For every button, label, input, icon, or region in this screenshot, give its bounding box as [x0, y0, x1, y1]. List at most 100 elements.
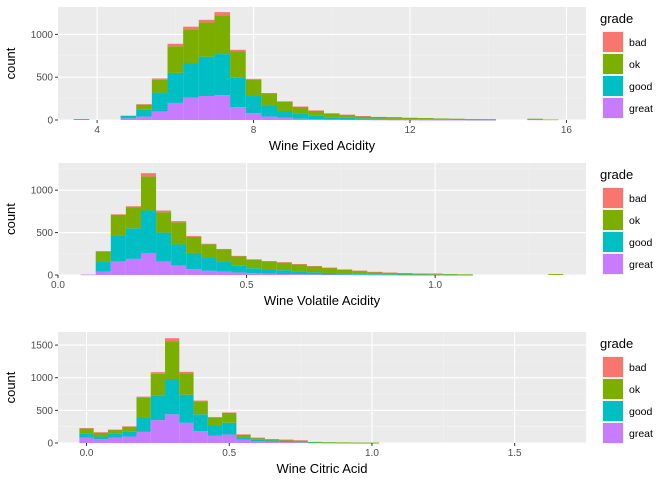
- bar-ok: [171, 222, 187, 245]
- bar-great: [95, 271, 111, 275]
- y-tick-label: 0: [47, 271, 53, 282]
- bar-good: [201, 258, 217, 271]
- bar-bad: [264, 439, 280, 440]
- bar-bad: [230, 49, 246, 52]
- bar-good: [246, 268, 262, 274]
- legend-label-ok: ok: [629, 384, 641, 396]
- bar-ok: [231, 256, 247, 266]
- legend-swatch-great: [603, 98, 623, 118]
- legend-swatch-ok: [603, 54, 623, 74]
- x-tick-label: 16: [561, 125, 573, 136]
- bar-great: [261, 116, 278, 120]
- bar-bad: [293, 440, 308, 441]
- bar-ok: [179, 373, 194, 395]
- bar-good: [236, 437, 251, 440]
- bar-good: [480, 119, 497, 121]
- y-tick-label: 1500: [31, 341, 54, 352]
- x-tick-label: 1.0: [365, 448, 379, 459]
- bar-great: [246, 273, 262, 275]
- bar-ok: [222, 412, 237, 423]
- y-axis-title: count: [3, 371, 18, 403]
- bar-good: [230, 77, 246, 108]
- bar-good: [264, 440, 280, 442]
- bar-great: [122, 436, 137, 443]
- bar-great: [382, 274, 398, 276]
- bar-great: [120, 118, 137, 120]
- bar-good: [136, 417, 151, 432]
- bar-bad: [279, 439, 294, 441]
- legend-swatch-bad: [603, 357, 623, 377]
- bar-great: [245, 113, 262, 120]
- bar-great: [230, 107, 246, 120]
- bar-bad: [323, 113, 340, 114]
- bar-good: [93, 436, 108, 440]
- bar-great: [156, 261, 172, 275]
- bar-bad: [397, 273, 413, 274]
- bar-ok: [308, 110, 324, 116]
- bar-bad: [339, 114, 356, 116]
- x-tick-label: 0.5: [222, 448, 236, 459]
- bar-good: [261, 105, 278, 117]
- bar-bad: [186, 235, 202, 237]
- bar-ok: [246, 259, 262, 269]
- legend-swatch-bad: [603, 188, 623, 208]
- legend-swatch-good: [603, 232, 623, 252]
- legend-title: grade: [600, 11, 633, 26]
- bar-great: [276, 273, 292, 275]
- legend-title: grade: [600, 336, 633, 351]
- bar-bad: [355, 116, 371, 117]
- bar-ok: [337, 269, 353, 274]
- bar-great: [261, 273, 277, 275]
- bar-good: [386, 118, 403, 120]
- bar-good: [370, 118, 387, 120]
- legend-label-ok: ok: [629, 59, 641, 71]
- bar-ok: [279, 439, 294, 442]
- y-axis-title: count: [3, 47, 18, 79]
- bar-good: [397, 274, 413, 276]
- bar-ok: [322, 267, 338, 273]
- bar-good: [292, 113, 309, 119]
- bar-good: [308, 115, 324, 120]
- bar-ok: [433, 118, 450, 120]
- bar-great: [370, 119, 387, 121]
- legend-label-great: great: [629, 428, 653, 440]
- bar-ok: [261, 261, 277, 270]
- bar-good: [179, 394, 194, 423]
- bar-great: [214, 95, 231, 120]
- bar-great: [292, 118, 309, 120]
- chart-panel-1: 4 8 12 16 0 500 1000 Wine Fixed Acidity count gra…: [3, 7, 653, 153]
- bar-great: [291, 274, 307, 275]
- bar-good: [125, 228, 141, 259]
- bar-ok: [322, 442, 337, 443]
- bar-bad: [93, 432, 108, 433]
- bar-good: [307, 442, 322, 443]
- bar-bad: [150, 372, 166, 374]
- bar-great: [397, 274, 413, 276]
- bar-good: [442, 274, 458, 276]
- bar-great: [308, 119, 324, 120]
- bar-ok: [442, 273, 458, 275]
- bar-bad: [246, 259, 262, 260]
- x-tick-label: 1.0: [428, 280, 442, 291]
- bar-good: [417, 119, 434, 120]
- bar-good: [183, 63, 199, 98]
- bar-good: [427, 274, 443, 276]
- bar-ok: [214, 15, 231, 55]
- bar-bad: [352, 270, 368, 272]
- bar-great: [186, 269, 202, 275]
- bar-ok: [79, 428, 94, 434]
- bar-great: [80, 274, 96, 276]
- bar-great: [339, 119, 356, 121]
- bar-great: [136, 431, 151, 443]
- y-tick-label: 500: [36, 73, 53, 84]
- bar-ok: [293, 440, 308, 442]
- bar-ok: [167, 46, 184, 73]
- bar-bad: [214, 12, 231, 16]
- legend-label-bad: bad: [629, 193, 647, 205]
- bar-great: [293, 442, 308, 443]
- bar-great: [151, 111, 168, 120]
- bar-bad: [171, 221, 187, 223]
- bar-great: [165, 414, 180, 443]
- x-tick-label: 8: [251, 125, 257, 136]
- bar-great: [79, 437, 94, 443]
